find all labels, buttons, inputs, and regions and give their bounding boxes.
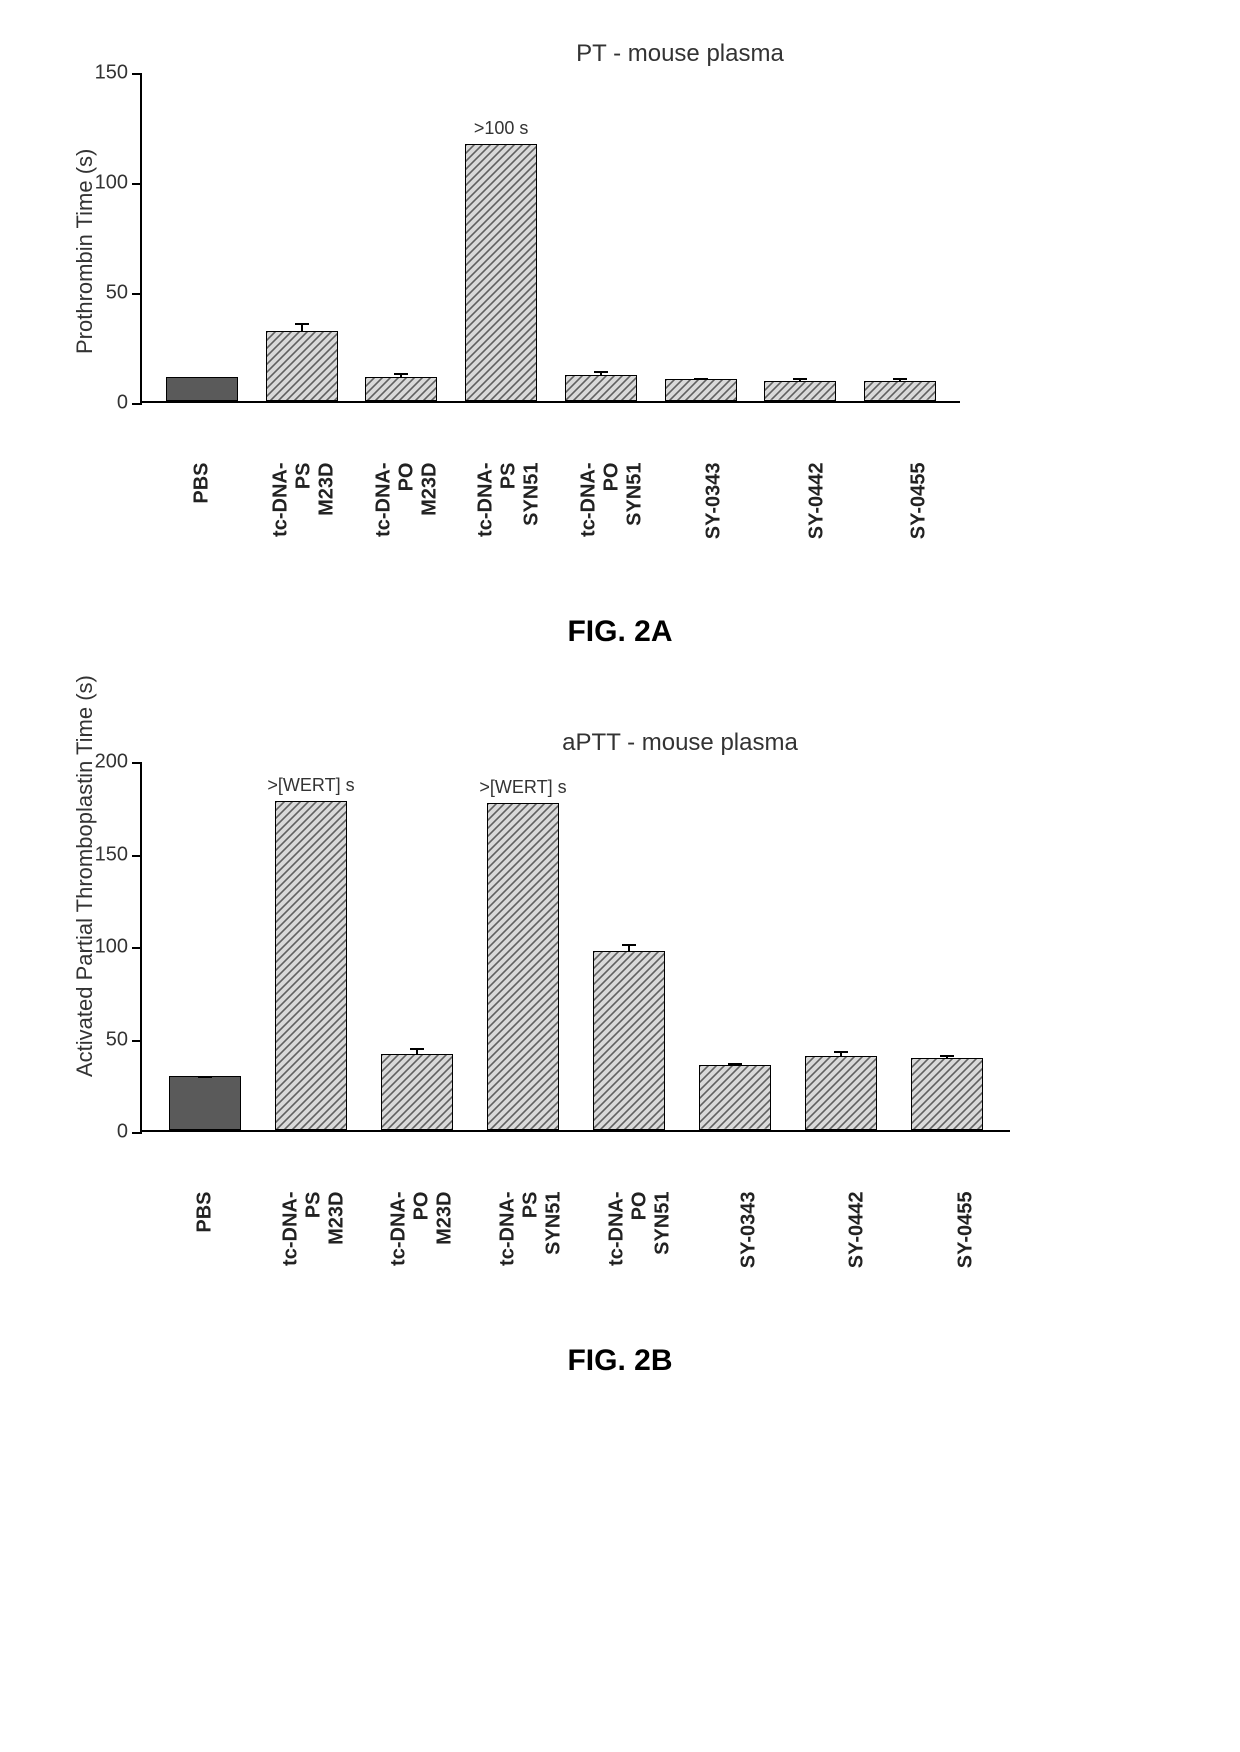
bar: [365, 377, 437, 401]
error-bar: [400, 373, 402, 377]
bar: [665, 379, 737, 401]
chart-a-plot: Prothrombin Time (s) >100 s 050100150: [140, 73, 960, 403]
ytick-label: 50: [106, 1028, 142, 1051]
chart-b-ylabel: Activated Partial Thromboplastin Time (s…: [72, 675, 98, 1077]
error-bar: [840, 1051, 842, 1057]
bar-annotation: >[WERT] s: [479, 777, 566, 798]
bar-column: [168, 1076, 243, 1130]
xtick-label: SY-0455: [834, 463, 1004, 538]
bar: [911, 1058, 983, 1130]
ytick-label: 0: [117, 392, 142, 415]
bar: [169, 1076, 241, 1130]
bar-annotation: >100 s: [474, 118, 529, 139]
chart-a-xlabels: PBStc-DNA- PS M23Dtc-DNA- PO M23Dtc-DNA-…: [140, 415, 980, 585]
bar: >[WERT] s: [487, 803, 559, 1130]
error-bar: [734, 1063, 736, 1067]
chart-b-plot: Activated Partial Thromboplastin Time (s…: [140, 762, 1010, 1132]
bar-column: [164, 377, 239, 401]
bar-column: >[WERT] s: [274, 801, 349, 1130]
chart-a: PT - mouse plasma Prothrombin Time (s) >…: [140, 40, 1220, 585]
error-bar: [600, 371, 602, 375]
ytick-label: 0: [117, 1121, 142, 1144]
bar: [805, 1056, 877, 1130]
chart-b-xlabels: PBStc-DNA- PS M23Dtc-DNA- PO M23Dtc-DNA-…: [140, 1144, 1030, 1314]
ytick-label: 150: [95, 843, 142, 866]
error-bar: [946, 1055, 948, 1059]
bar: [699, 1065, 771, 1130]
bar-column: [804, 1056, 879, 1130]
error-bar: [899, 378, 901, 382]
bar-column: [380, 1054, 455, 1130]
error-bar: [700, 378, 702, 380]
bar: >[WERT] s: [275, 801, 347, 1130]
bar-column: [364, 377, 439, 401]
bar-column: >100 s: [464, 144, 539, 401]
bar: [593, 951, 665, 1130]
bar-column: >[WERT] s: [486, 803, 561, 1130]
figure-2a: PT - mouse plasma Prothrombin Time (s) >…: [20, 40, 1220, 649]
bar-column: [698, 1065, 773, 1130]
figure-2a-caption: FIG. 2A: [20, 615, 1220, 649]
bar: [864, 381, 936, 401]
chart-b: aPTT - mouse plasma Activated Partial Th…: [140, 729, 1220, 1314]
chart-a-bars: >100 s: [142, 73, 960, 401]
bar: [166, 377, 238, 401]
bar-annotation: >[WERT] s: [267, 775, 354, 796]
ytick-label: 200: [95, 751, 142, 774]
error-bar: [416, 1048, 418, 1055]
ytick-label: 100: [95, 172, 142, 195]
ytick-label: 150: [95, 62, 142, 85]
chart-b-bars: >[WERT] s >[WERT] s: [142, 762, 1010, 1130]
error-bar: [628, 944, 630, 951]
ytick-label: 50: [106, 282, 142, 305]
bar-column: [863, 381, 938, 401]
bar: [764, 381, 836, 401]
bar-column: [663, 379, 738, 401]
bar: >100 s: [465, 144, 537, 401]
error-bar: [204, 1076, 206, 1078]
ytick-label: 100: [95, 936, 142, 959]
xtick-label: SY-0455: [881, 1192, 1051, 1267]
bar: [266, 331, 338, 401]
bar-column: [910, 1058, 985, 1130]
bar-column: [763, 381, 838, 401]
bar: [565, 375, 637, 401]
bar-column: [592, 951, 667, 1130]
bar: [381, 1054, 453, 1130]
chart-a-title: PT - mouse plasma: [140, 40, 1220, 68]
figure-2b-caption: FIG. 2B: [20, 1344, 1220, 1378]
figure-2b: aPTT - mouse plasma Activated Partial Th…: [20, 729, 1220, 1378]
chart-b-title: aPTT - mouse plasma: [140, 729, 1220, 757]
error-bar: [799, 378, 801, 382]
error-bar: [301, 323, 303, 332]
bar-column: [264, 331, 339, 401]
bar-column: [563, 375, 638, 401]
